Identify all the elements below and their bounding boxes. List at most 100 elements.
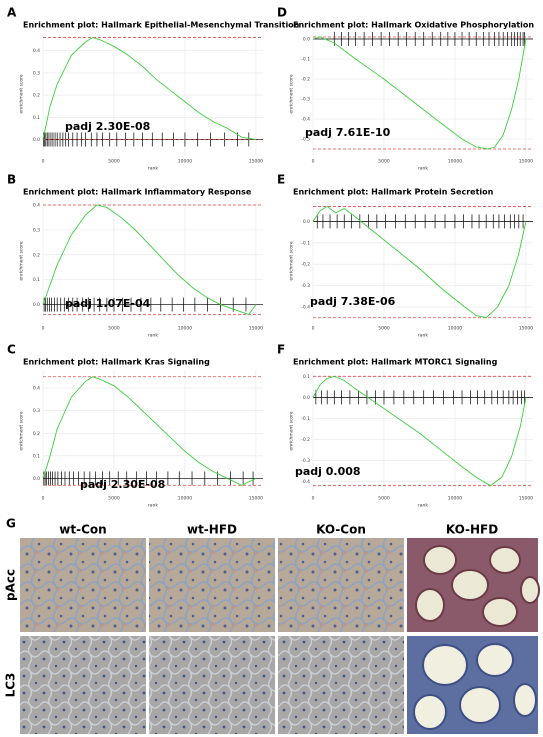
enrichment-curve [312, 375, 527, 487]
y-tick-label: 0.4 [33, 386, 40, 392]
padj-annotation: padj 1.07E-04 [65, 297, 151, 310]
y-tick-label: 0.1 [303, 374, 310, 380]
y-tick-label: 0.3 [33, 408, 40, 414]
x-tick-label: 0 [312, 496, 315, 502]
y-tick-label: 0.4 [33, 48, 40, 54]
gsea-plot: F Enrichment plot: Hallmark MTORC1 Signal… [277, 343, 533, 509]
x-tick-label: 5000 [378, 496, 390, 502]
plot-title: Enrichment plot: Hallmark Oxidative Phos… [293, 21, 534, 30]
y-tick-label: -0.3 [301, 458, 310, 464]
y-tick-label: 0.2 [33, 252, 40, 258]
column-header: KO-Con [316, 523, 366, 537]
x-tick-label: 10000 [448, 159, 462, 165]
x-tick-label: 10000 [178, 326, 192, 332]
plot-title: Enrichment plot: Hallmark Kras Signaling [23, 358, 210, 367]
x-tick-label: 15000 [249, 496, 263, 502]
y-tick-label: -0.3 [301, 283, 310, 289]
plot-title: Enrichment plot: Hallmark Protein Secret… [293, 188, 494, 197]
enrichment-curve [312, 205, 527, 319]
x-axis-label: rank [418, 166, 428, 172]
gsea-plot: C Enrichment plot: Hallmark Kras Signalin… [7, 343, 263, 509]
padj-annotation: padj 2.30E-08 [65, 120, 150, 133]
y-tick-label: 0.0 [303, 37, 310, 43]
x-tick-label: 5000 [378, 326, 390, 332]
y-tick-label: -0.1 [301, 240, 310, 246]
plot-title: Enrichment plot: Hallmark Inflammatory R… [23, 188, 252, 197]
micrograph [278, 636, 404, 734]
enrichment-curve [42, 376, 257, 486]
x-tick-label: 5000 [378, 159, 390, 165]
column-header: wt-Con [59, 523, 106, 537]
x-axis-label: rank [418, 333, 428, 339]
micrograph [149, 636, 275, 734]
padj-annotation: padj 0.008 [295, 465, 361, 478]
x-tick-label: 10000 [448, 326, 462, 332]
x-axis-label: rank [148, 503, 158, 509]
enrichment-curve [42, 36, 256, 140]
gsea-plot: E Enrichment plot: Hallmark Protein Secre… [277, 173, 533, 339]
x-tick-label: 10000 [178, 159, 192, 165]
y-tick-label: 0.2 [33, 93, 40, 99]
panel-letter: F [277, 343, 285, 357]
enrichment-curve [312, 36, 527, 150]
x-tick-label: 5000 [108, 159, 120, 165]
gsea-plot: A Enrichment plot: Hallmark Epithelial-Me… [7, 6, 300, 172]
x-tick-label: 0 [42, 326, 45, 332]
gsea-plot: B Enrichment plot: Hallmark Inflammatory … [7, 173, 263, 339]
y-tick-label: -0.2 [301, 437, 310, 443]
x-tick-label: 5000 [108, 496, 120, 502]
y-tick-label: -0.1 [301, 416, 310, 422]
x-tick-label: 10000 [178, 496, 192, 502]
panel-letter: E [277, 173, 285, 187]
micrograph [278, 538, 404, 632]
row-label: LC3 [4, 673, 18, 698]
x-tick-label: 0 [312, 326, 315, 332]
y-axis-label: enrichment score [19, 74, 25, 114]
y-tick-label: 0.0 [33, 302, 40, 308]
y-tick-label: 0.1 [33, 277, 40, 283]
enrichment-curve [42, 204, 257, 316]
y-axis-label: enrichment score [289, 241, 295, 281]
adipocytes [413, 643, 537, 730]
y-tick-label: -0.3 [301, 97, 310, 103]
x-tick-label: 15000 [519, 326, 533, 332]
x-tick-label: 0 [42, 159, 45, 165]
y-tick-label: 0.0 [33, 137, 40, 143]
y-axis-label: enrichment score [19, 241, 25, 281]
x-tick-label: 10000 [448, 496, 462, 502]
x-axis-label: rank [148, 333, 158, 339]
y-axis-label: enrichment score [19, 411, 25, 451]
y-tick-label: 0.0 [33, 476, 40, 482]
x-tick-label: 15000 [519, 496, 533, 502]
plot-title: Enrichment plot: Hallmark MTORC1 Signali… [293, 358, 498, 367]
y-tick-label: -0.4 [301, 479, 310, 485]
y-axis-label: enrichment score [289, 74, 295, 114]
histology-panel [20, 538, 540, 734]
x-tick-label: 15000 [249, 159, 263, 165]
x-tick-label: 0 [312, 159, 315, 165]
y-tick-label: -0.2 [301, 77, 310, 83]
row-label: pAcc [4, 569, 18, 601]
y-tick-label: 0.2 [33, 431, 40, 437]
column-header: wt-HFD [187, 523, 237, 537]
y-tick-label: 0.1 [33, 453, 40, 459]
y-tick-label: -0.5 [301, 137, 310, 143]
x-axis-label: rank [418, 503, 428, 509]
panel-letter: G [6, 517, 16, 531]
panel-letter: B [7, 173, 16, 187]
micrograph [20, 538, 146, 632]
panel-letter: D [277, 6, 287, 20]
padj-annotation: padj 7.38E-06 [310, 295, 396, 308]
y-tick-label: 0.1 [33, 115, 40, 121]
y-axis-label: enrichment score [289, 411, 295, 451]
x-tick-label: 0 [42, 496, 45, 502]
x-tick-label: 5000 [108, 326, 120, 332]
adipocytes [415, 545, 540, 627]
y-tick-label: 0.3 [33, 227, 40, 233]
padj-annotation: padj 2.30E-08 [80, 478, 165, 491]
panel-letter: C [7, 343, 16, 357]
y-tick-label: 0.4 [33, 202, 40, 208]
padj-annotation: padj 7.61E-10 [305, 126, 391, 139]
y-tick-label: -0.4 [301, 305, 310, 311]
